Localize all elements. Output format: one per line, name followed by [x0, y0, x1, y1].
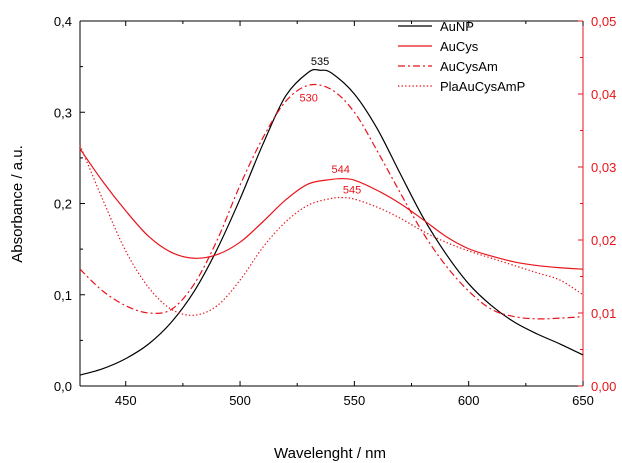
plot-frame: [79, 20, 584, 387]
peak-label-545: 545: [343, 184, 361, 196]
y2-tick-label: 0,00: [591, 379, 616, 394]
y2-tick-label: 0,01: [591, 306, 616, 321]
y2-tick-label: 0,04: [591, 87, 616, 102]
x-tick-label: 650: [572, 393, 594, 408]
legend-label-plaaucysamp: PlaAuCysAmP: [440, 79, 525, 94]
y-tick-label: 0,2: [54, 197, 72, 212]
legend: AuNP AuCys AuCysAm PlaAuCysAmP: [398, 19, 525, 94]
series-line-aucys: [79, 148, 584, 270]
series-line-plaaucysamp: [79, 144, 584, 316]
legend-label-aunp: AuNP: [440, 19, 474, 34]
peak-label-535: 535: [311, 56, 329, 68]
y-tick-label: 0,1: [54, 288, 72, 303]
peak-label-530: 530: [299, 92, 317, 104]
legend-label-aucysam: AuCysAm: [440, 59, 498, 74]
y2-tick-label: 0,02: [591, 233, 616, 248]
y2-tick-label: 0,05: [591, 14, 616, 29]
x-axis-title: Wavelenght / nm: [274, 445, 386, 462]
peak-label-544: 544: [331, 164, 349, 176]
x-tick-label: 500: [229, 393, 251, 408]
series-layer: [79, 68, 584, 376]
x-tick-label: 550: [344, 393, 366, 408]
series-line-aunp: [79, 68, 584, 376]
series-line-aucysam: [79, 83, 584, 320]
y-tick-label: 0,0: [54, 379, 72, 394]
y-tick-label: 0,3: [54, 105, 72, 120]
ticks-layer: 450 500 550 600 650 0,0 0,1 0,2 0,3 0,4 0,00 0,01 0,…: [54, 14, 616, 408]
y-tick-label: 0,4: [54, 14, 72, 29]
x-tick-label: 600: [458, 393, 480, 408]
legend-label-aucys: AuCys: [440, 39, 479, 54]
x-tick-label: 450: [115, 393, 137, 408]
annotation-layer: 535 530 544 545: [299, 56, 361, 196]
y-axis-title: Absorbance / a.u.: [9, 145, 26, 263]
y2-tick-label: 0,03: [591, 160, 616, 175]
